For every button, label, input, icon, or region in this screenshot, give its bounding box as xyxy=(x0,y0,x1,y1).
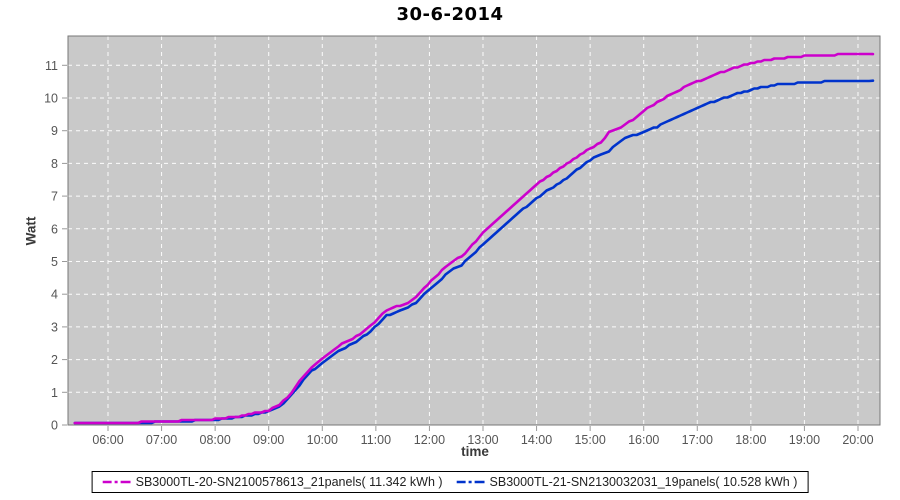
legend-line-icon xyxy=(102,480,131,484)
legend-line-icon xyxy=(456,480,485,484)
plot-border xyxy=(67,35,881,426)
y-tick-label: 0 xyxy=(51,419,58,433)
y-tick-label: 11 xyxy=(45,59,58,73)
plot-area xyxy=(68,36,880,425)
gridlines xyxy=(68,36,880,425)
x-tick-label: 09:00 xyxy=(253,433,284,447)
series-line xyxy=(73,52,875,425)
y-tick-label: 10 xyxy=(44,92,58,106)
x-axis-title: time xyxy=(461,444,489,459)
tick-marks xyxy=(62,64,859,431)
y-tick-label: 5 xyxy=(51,255,58,269)
y-tick-label: 2 xyxy=(51,353,58,367)
x-tick-label: 14:00 xyxy=(521,433,552,447)
y-axis-title: Watt xyxy=(23,216,39,246)
x-tick-label: 07:00 xyxy=(146,433,177,447)
x-tick-label: 06:00 xyxy=(92,433,123,447)
y-tick-label: 4 xyxy=(51,288,58,302)
x-tick-label: 19:00 xyxy=(789,433,820,447)
legend-item-label: SB3000TL-21-SN2130032031_19panels( 10.52… xyxy=(489,475,798,489)
x-tick-label: 08:00 xyxy=(200,433,231,447)
x-tick-label: 20:00 xyxy=(842,433,873,447)
y-tick-label: 9 xyxy=(51,124,58,138)
y-tick-label: 1 xyxy=(51,386,58,400)
chart-title: 30-6-2014 xyxy=(396,4,504,25)
legend: SB3000TL-20-SN2100578613_21panels( 11.34… xyxy=(91,471,809,493)
y-tick-label: 8 xyxy=(51,157,58,171)
legend-item: SB3000TL-21-SN2130032031_19panels( 10.52… xyxy=(456,475,798,489)
x-tick-label: 15:00 xyxy=(574,433,605,447)
x-tick-label: 10:00 xyxy=(307,433,338,447)
x-tick-label: 13:00 xyxy=(467,433,498,447)
y-tick-label: 3 xyxy=(51,320,58,334)
legend-item-label: SB3000TL-20-SN2100578613_21panels( 11.34… xyxy=(135,475,443,489)
x-tick-label: 11:00 xyxy=(361,433,391,447)
x-tick-label: 12:00 xyxy=(414,433,445,447)
x-tick-label: 17:00 xyxy=(682,433,713,447)
y-tick-label: 6 xyxy=(51,222,58,236)
x-tick-label: 16:00 xyxy=(628,433,659,447)
y-tick-label: 7 xyxy=(51,190,58,204)
x-tick-label: 18:00 xyxy=(735,433,766,447)
legend-item: SB3000TL-20-SN2100578613_21panels( 11.34… xyxy=(102,475,443,489)
